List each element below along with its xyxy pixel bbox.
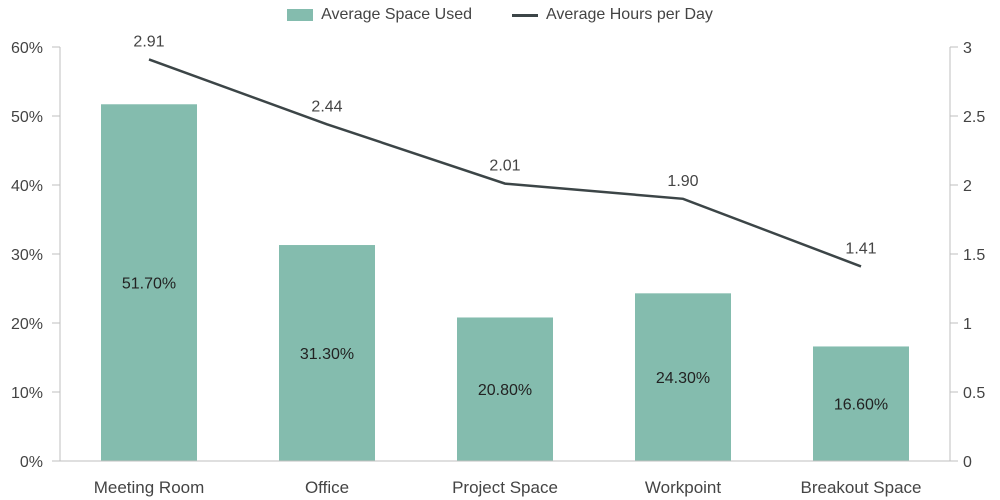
bar-data-label: 20.80% [478,382,532,399]
x-tick-label: Workpoint [645,478,721,497]
line-data-label: 1.41 [845,240,876,257]
legend-label-space-used: Average Space Used [321,6,472,23]
legend-item-space-used: Average Space Used [287,6,472,24]
bar [635,293,731,461]
x-tick-label: Breakout Space [801,478,922,497]
right-tick-label: 0 [963,454,972,471]
legend-swatch-line [512,13,538,17]
x-tick-label: Office [305,478,349,497]
x-tick-label: Meeting Room [94,478,205,497]
legend-label-hours: Average Hours per Day [546,6,713,23]
series-line-hours [148,58,862,268]
bars: 51.70% 31.30% 20.80% 24.30% 16.60% [101,104,909,462]
x-tick-label: Project Space [452,478,558,497]
bar [279,245,375,461]
right-tick-label: 1 [963,316,972,333]
right-tick-label: 2 [963,178,972,195]
left-tick-label: 30% [11,247,43,264]
bar [101,104,197,462]
x-axis: Meeting Room Office Project Space Workpoint… [60,460,950,497]
line-data-label: 2.01 [489,158,520,175]
line-data-label: 2.44 [311,98,342,115]
legend-item-hours: Average Hours per Day [512,6,713,24]
left-tick-label: 60% [11,40,43,57]
right-tick-label: 3 [963,40,972,57]
bar-data-label: 24.30% [656,370,710,387]
left-tick-label: 40% [11,178,43,195]
bar [813,346,909,461]
right-tick-label: 1.5 [963,247,985,264]
bar-data-label: 51.70% [122,276,176,293]
line-series: 2.91 2.44 2.01 1.90 1.41 [133,33,877,268]
left-tick-label: 50% [11,109,43,126]
bar-data-label: 31.30% [300,346,354,363]
right-tick-label: 2.5 [963,109,985,126]
legend: Average Space Used Average Hours per Day [0,6,1000,24]
line-data-label: 2.91 [133,33,164,50]
bar-data-label: 16.60% [834,397,888,414]
right-tick-label: 0.5 [963,385,985,402]
left-tick-label: 20% [11,316,43,333]
left-axis: 0% 10% 20% 30% 40% 50% 60% [11,40,61,471]
bar [457,317,553,461]
legend-swatch-bar [287,9,314,21]
line-data-label: 1.90 [667,173,698,190]
left-tick-label: 10% [11,385,43,402]
right-axis: 0 0.5 1 1.5 2 2.5 3 [949,40,985,471]
left-tick-label: 0% [20,454,43,471]
